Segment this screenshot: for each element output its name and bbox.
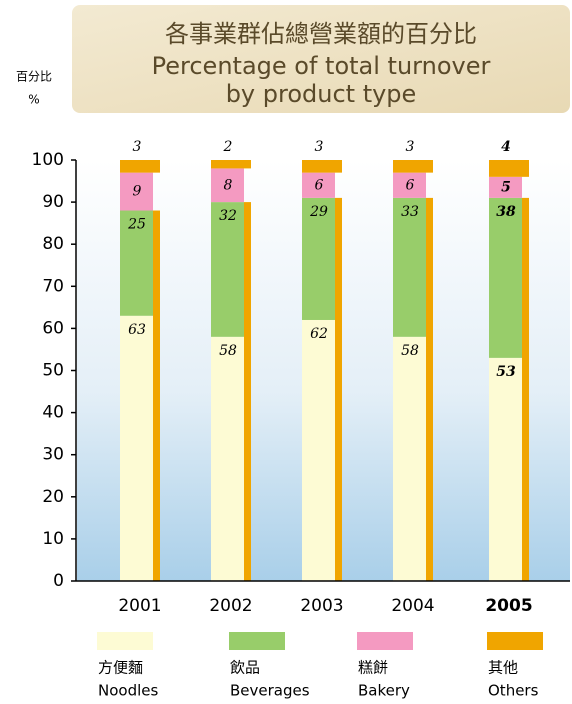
bar-edge: [335, 197, 342, 581]
value-label: 6: [406, 177, 415, 193]
value-label: 53: [496, 364, 516, 380]
y-tick-label: 50: [42, 361, 64, 381]
legend-swatch: [97, 632, 153, 650]
value-label: 58: [219, 343, 237, 359]
legend-label: 糕餅: [358, 659, 388, 677]
y-tick-label: 80: [42, 234, 64, 254]
bar-edge: [522, 197, 529, 581]
bar-segment: [393, 172, 426, 198]
bar-segment: [120, 160, 160, 173]
value-label: 58: [401, 343, 419, 359]
value-label: 3: [315, 139, 324, 155]
value-label: 3: [133, 139, 142, 155]
bar-edge: [426, 197, 433, 581]
chart-subtitle: Percentage of total turnover: [152, 52, 491, 80]
bar-segment: [120, 172, 153, 211]
legend-label: 飲品: [230, 659, 260, 677]
y-axis-label: 百分比: [16, 70, 52, 84]
x-tick-label: 2001: [118, 596, 161, 616]
y-tick-label: 0: [53, 571, 64, 591]
bar-segment: [489, 176, 522, 198]
title-box: [72, 5, 570, 113]
value-label: 63: [128, 322, 146, 338]
legend-swatch: [229, 632, 285, 650]
bar-segment: [393, 160, 433, 173]
bar-edge: [244, 202, 251, 581]
bar-segment: [211, 168, 244, 203]
value-label: 33: [401, 204, 419, 220]
y-tick-label: 40: [42, 403, 64, 423]
y-tick-label: 70: [42, 276, 64, 296]
value-label: 4: [501, 139, 511, 155]
legend-label: 方便麵: [98, 659, 143, 677]
y-tick-label: 90: [42, 192, 64, 212]
legend-swatch: [357, 632, 413, 650]
value-label: 6: [315, 177, 324, 193]
x-tick-label: 2003: [300, 596, 343, 616]
x-tick-label: 2004: [391, 596, 434, 616]
y-axis-label: %: [28, 93, 39, 107]
bar-segment: [211, 336, 244, 581]
value-label: 9: [133, 184, 142, 200]
value-label: 29: [309, 204, 328, 220]
bar-segment: [393, 197, 426, 337]
bar-segment: [120, 315, 153, 581]
value-label: 8: [224, 177, 233, 193]
chart-title: 各事業群佔總營業額的百分比: [165, 20, 477, 48]
bar-segment: [211, 160, 251, 169]
y-tick-label: 100: [32, 150, 64, 170]
legend-label: 其他: [488, 659, 518, 677]
bar-segment: [489, 160, 529, 177]
bar-segment: [211, 202, 244, 337]
value-label: 3: [406, 139, 415, 155]
bar-segment: [302, 197, 335, 320]
value-label: 2: [223, 139, 233, 155]
bar-segment: [489, 357, 522, 581]
legend-swatch: [487, 632, 543, 650]
bar-segment: [302, 172, 335, 198]
legend-label: Beverages: [230, 682, 310, 700]
value-label: 25: [127, 217, 146, 233]
bar-segment: [302, 319, 335, 581]
bar-segment: [489, 197, 522, 358]
bar-edge: [153, 210, 160, 581]
value-label: 5: [501, 179, 511, 195]
x-tick-label: 2005: [485, 596, 532, 616]
value-label: 38: [496, 204, 516, 220]
chart-subtitle: by product type: [226, 80, 417, 108]
value-label: 62: [310, 326, 328, 342]
legend-label: Others: [488, 682, 539, 700]
y-tick-label: 20: [42, 487, 64, 507]
y-tick-label: 30: [42, 445, 64, 465]
legend-label: Noodles: [98, 682, 158, 700]
bar-segment: [302, 160, 342, 173]
value-label: 32: [219, 208, 237, 224]
bar-segment: [120, 210, 153, 316]
y-tick-label: 60: [42, 318, 64, 338]
bar-segment: [393, 336, 426, 581]
y-tick-label: 10: [42, 529, 64, 549]
legend-label: Bakery: [358, 682, 410, 700]
x-tick-label: 2002: [209, 596, 252, 616]
